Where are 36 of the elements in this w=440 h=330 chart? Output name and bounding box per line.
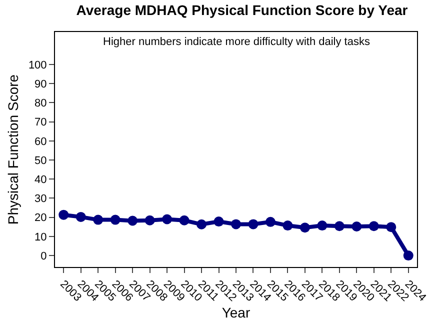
y-axis-title: Physical Function Score xyxy=(5,74,22,225)
y-tick-label: 50 xyxy=(34,154,47,167)
point xyxy=(93,214,104,225)
point xyxy=(334,221,344,232)
x-axis-title: Year xyxy=(222,304,250,320)
point xyxy=(214,216,224,227)
chart-title: Average MDHAQ Physical Function Score by Year xyxy=(76,2,408,18)
point xyxy=(265,216,276,227)
annotation: Higher numbers indicate more difficulty with daily tasks xyxy=(103,36,370,48)
point xyxy=(76,212,86,222)
y-tick-label: 40 xyxy=(34,174,47,186)
y-tick-label: 70 xyxy=(34,116,47,129)
point xyxy=(162,214,172,224)
point xyxy=(368,221,379,232)
point xyxy=(317,220,328,231)
point xyxy=(403,250,414,261)
point xyxy=(128,216,138,226)
point xyxy=(248,219,258,230)
point xyxy=(179,215,190,226)
point xyxy=(300,222,310,233)
y-tick-label: 80 xyxy=(34,98,47,110)
y-tick-label: 10 xyxy=(34,231,47,244)
point xyxy=(386,222,396,232)
point xyxy=(196,219,207,230)
y-tick-label: 30 xyxy=(34,193,47,206)
point xyxy=(352,222,362,232)
y-tick-label: 0 xyxy=(40,250,47,262)
y-tick-label: 90 xyxy=(34,78,47,90)
point xyxy=(110,214,120,225)
point xyxy=(58,210,69,220)
y-tick-label: 20 xyxy=(34,212,47,224)
y-tick-label: 60 xyxy=(34,136,47,148)
point xyxy=(282,220,293,231)
y-tick-label: 100 xyxy=(28,59,47,72)
point xyxy=(231,219,241,230)
point xyxy=(144,215,155,226)
